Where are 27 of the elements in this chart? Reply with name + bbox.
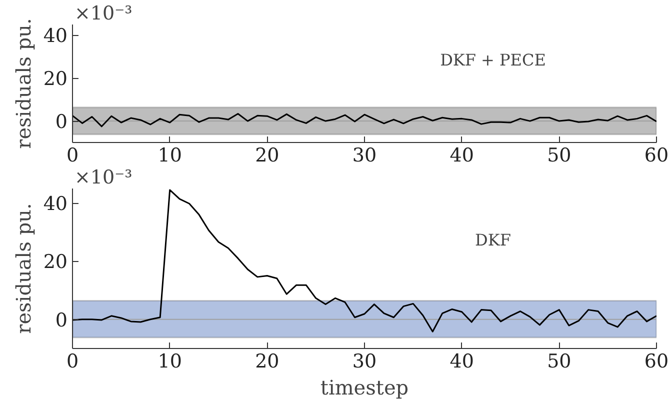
x-tick-label: 30 bbox=[352, 144, 377, 166]
x-tick-label: 50 bbox=[547, 350, 572, 372]
line-series bbox=[72, 113, 656, 128]
x-tick-label: 20 bbox=[255, 350, 280, 372]
y-tick-label: 40 bbox=[43, 193, 68, 216]
y-tick-label: 40 bbox=[43, 25, 68, 48]
x-tick-label: 20 bbox=[255, 144, 280, 166]
text: ×10⁻³ bbox=[74, 166, 132, 188]
x-tick-label: 60 bbox=[644, 350, 669, 372]
x-tick-label: 10 bbox=[158, 144, 182, 166]
x-axis-title: timestep bbox=[320, 376, 409, 400]
x-tick-label: 40 bbox=[450, 350, 474, 372]
x-tick-label: 30 bbox=[352, 350, 377, 372]
y-axis-title: residuals pu. bbox=[11, 18, 36, 149]
x-tick-label: 10 bbox=[158, 350, 182, 372]
y-tick-label: 0 bbox=[55, 111, 68, 134]
y-tick-label: 20 bbox=[43, 68, 68, 90]
annotation: DKF bbox=[475, 230, 511, 250]
x-tick-label: 60 bbox=[644, 144, 669, 166]
annotation: DKF + PECE bbox=[440, 50, 546, 70]
text: ×10⁻³ bbox=[74, 2, 132, 24]
y-axis-title: residuals pu. bbox=[11, 203, 36, 334]
x-tick-label: 50 bbox=[547, 144, 572, 166]
y-tick-label: 0 bbox=[55, 309, 68, 332]
x-tick-label: 40 bbox=[450, 144, 474, 166]
y-tick-label: 20 bbox=[43, 251, 68, 274]
line-series bbox=[72, 189, 656, 332]
